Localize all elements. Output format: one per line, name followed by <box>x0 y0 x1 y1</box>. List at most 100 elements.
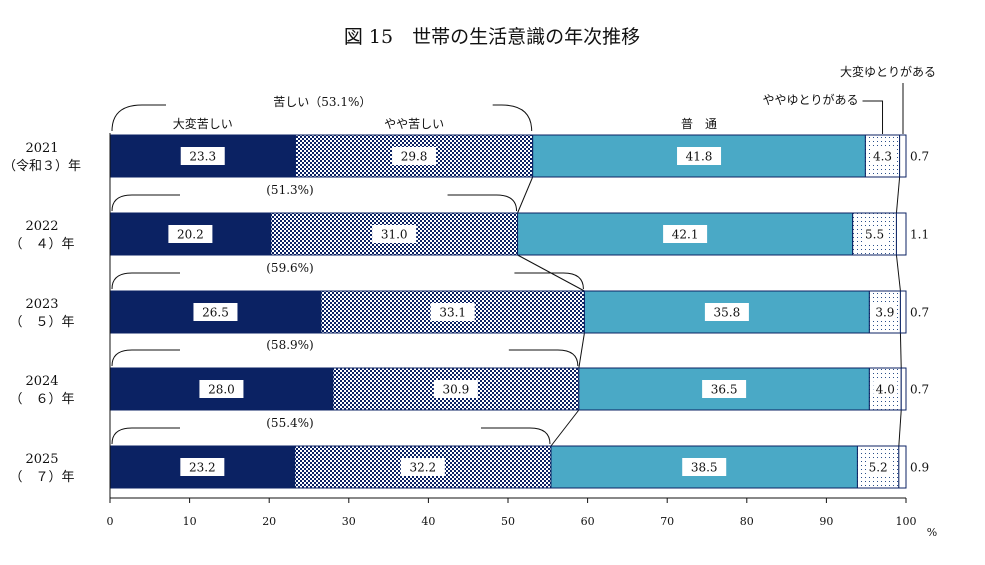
series-label-1: やや苦しい <box>384 117 444 131</box>
x-tick-label-90: 90 <box>819 515 833 528</box>
category-label-2022: 2022 <box>25 219 58 234</box>
value-label-box <box>193 303 238 321</box>
hardship-bracket-left <box>111 272 180 290</box>
value-label-2025-s0: 23.2 <box>189 461 216 475</box>
connector-line <box>895 176 901 214</box>
hardship-total-label-2021: 苦しい（53.1%） <box>273 95 371 109</box>
value-label-box <box>702 380 747 398</box>
x-tick-label-60: 60 <box>581 515 595 528</box>
value-label-box <box>663 225 708 243</box>
value-label-box <box>704 303 749 321</box>
value-label-2021-s2: 41.8 <box>686 150 713 164</box>
hardship-bracket-right <box>480 427 551 445</box>
value-label-2025-s2: 38.5 <box>691 461 718 475</box>
connector-line <box>899 332 902 369</box>
bar-segment-2022-s1 <box>270 212 519 256</box>
category-label-2024: 2024 <box>25 374 58 389</box>
hardship-total-2024: (58.9%) <box>266 338 313 352</box>
connector-line <box>578 332 585 369</box>
value-label-2023-s4: 0.7 <box>910 306 929 320</box>
value-label-box <box>400 458 445 476</box>
hardship-bracket-left <box>111 427 180 445</box>
value-label-2025-s3: 5.2 <box>869 461 888 475</box>
value-label-box <box>677 147 722 165</box>
x-tick-label-0: 0 <box>107 515 114 528</box>
value-label-2023-s3: 3.9 <box>875 306 894 320</box>
value-label-2024-s4: 0.7 <box>910 383 929 397</box>
category-sublabel-2025: （ ７）年 <box>9 470 74 485</box>
x-tick-label-20: 20 <box>262 515 276 528</box>
hardship-total-2025: (55.4%) <box>266 416 313 430</box>
category-sublabel-2022: （ ４）年 <box>9 237 74 252</box>
connector-line <box>550 409 580 447</box>
x-tick-label-40: 40 <box>421 515 435 528</box>
bar-segment-2023-s4 <box>899 290 907 334</box>
value-label-2025-s4: 0.9 <box>910 461 929 475</box>
value-label-box <box>430 303 475 321</box>
x-tick-label-50: 50 <box>501 515 515 528</box>
value-label-box <box>682 458 727 476</box>
value-label-2021-s3: 4.3 <box>873 150 892 164</box>
category-sublabel-2023: （ ５）年 <box>9 315 74 330</box>
value-label-2021-s1: 29.8 <box>401 150 428 164</box>
series-label-0: 大変苦しい <box>173 116 233 131</box>
value-label-2023-s1: 33.1 <box>439 306 466 320</box>
series3-leader-line <box>862 100 884 134</box>
x-tick-label-80: 80 <box>740 515 754 528</box>
value-label-2025-s1: 32.2 <box>409 461 436 475</box>
category-label-2021: 2021 <box>25 141 58 156</box>
value-label-box <box>372 225 417 243</box>
value-label-2023-s0: 26.5 <box>202 306 229 320</box>
hardship-total-2022: (51.3%) <box>266 183 313 197</box>
value-label-2024-s2: 36.5 <box>711 383 738 397</box>
value-label-2024-s0: 28.0 <box>208 383 235 397</box>
hardship-bracket-right <box>514 272 584 290</box>
value-label-box <box>180 147 225 165</box>
bar-segment-2024-s4 <box>900 367 907 411</box>
value-label-2022-s3: 5.5 <box>865 228 884 242</box>
connector-line <box>517 176 534 214</box>
hardship-bracket-right <box>492 104 533 132</box>
bar-segment-2025-s4 <box>898 445 907 489</box>
value-label-box <box>862 226 887 242</box>
value-label-box <box>870 148 895 164</box>
value-label-2024-s1: 30.9 <box>443 383 470 397</box>
chart-title: 図 15 世帯の生活意識の年次推移 <box>344 26 640 48</box>
hardship-bracket-left <box>111 104 166 132</box>
value-label-2022-s1: 31.0 <box>381 228 408 242</box>
value-label-2024-s3: 4.0 <box>876 383 895 397</box>
value-label-box <box>873 381 898 397</box>
hardship-total-2023: (59.6%) <box>266 261 313 275</box>
category-sublabel-2021: （令和３）年 <box>3 159 81 174</box>
category-label-2025: 2025 <box>25 452 58 467</box>
hardship-bracket-right <box>508 349 579 367</box>
value-label-2022-s2: 42.1 <box>672 228 699 242</box>
value-label-box <box>872 304 897 320</box>
x-tick-label-100: 100 <box>896 515 917 528</box>
value-label-2022-s4: 1.1 <box>910 228 929 242</box>
x-tick-label-70: 70 <box>660 515 674 528</box>
x-axis-unit: % <box>927 526 937 539</box>
hardship-bracket-left <box>111 349 180 367</box>
series-label-4: 大変ゆとりがある <box>840 64 936 79</box>
series-label-3: ややゆとりがある <box>763 92 859 107</box>
x-tick-label-30: 30 <box>342 515 356 528</box>
value-label-box <box>866 459 891 475</box>
bar-segment-2022-s4 <box>895 212 907 256</box>
bar-segment-2021-s4 <box>899 134 907 178</box>
value-label-box <box>168 225 213 243</box>
value-label-2023-s2: 35.8 <box>714 306 741 320</box>
hardship-bracket-right <box>447 194 518 212</box>
series-label-2: 普 通 <box>681 117 717 131</box>
value-label-2022-s0: 20.2 <box>177 228 204 242</box>
value-label-box <box>433 380 478 398</box>
connector-line <box>898 409 902 447</box>
value-label-box <box>199 380 244 398</box>
value-label-2021-s0: 23.3 <box>189 150 216 164</box>
value-label-box <box>180 458 225 476</box>
value-label-box <box>392 147 437 165</box>
hardship-bracket-left <box>111 194 180 212</box>
value-label-2021-s4: 0.7 <box>910 150 929 164</box>
